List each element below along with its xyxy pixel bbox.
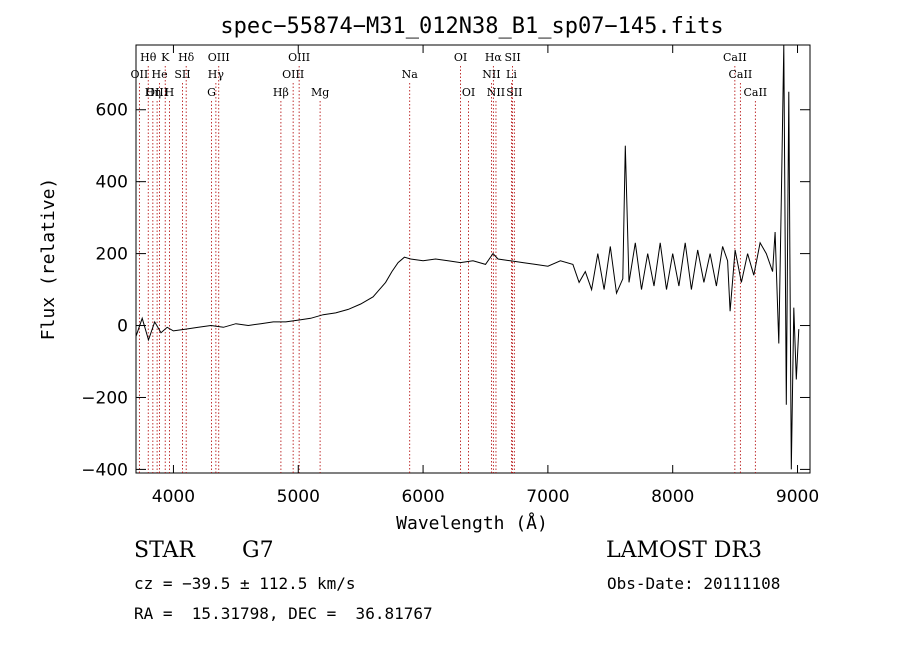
- line-marker-label: Hβ: [273, 86, 289, 99]
- line-marker-label: G: [207, 86, 216, 99]
- line-marker-label: NII: [487, 86, 505, 99]
- x-tick-label: 6000: [401, 487, 444, 507]
- line-marker-label: CaII: [723, 51, 747, 64]
- y-tick-label: −400: [81, 460, 128, 480]
- series-layer: [135, 44, 800, 470]
- line-marker-label: Mg: [311, 86, 329, 99]
- line-marker-label: Li: [506, 68, 517, 81]
- chart-title: spec−55874−M31_012N38_B1_sp07−145.fits: [220, 14, 723, 39]
- y-tick-label: 600: [96, 101, 128, 121]
- line-marker-label: NII: [482, 68, 500, 81]
- line-marker-label: SII: [506, 86, 522, 99]
- survey-name: LAMOST DR3: [606, 538, 762, 563]
- line-marker-label: Hγ: [208, 68, 225, 81]
- x-tick-label: 5000: [277, 487, 320, 507]
- y-tick-label: 400: [96, 173, 128, 193]
- x-tick-label: 9000: [776, 487, 819, 507]
- line-marker-label: Hδ: [178, 51, 195, 64]
- line-marker-label: Hη: [145, 86, 161, 99]
- line-marker-label: He: [152, 68, 168, 81]
- line-marker-label: OIII: [146, 86, 168, 99]
- line-marker-label: OIII: [282, 68, 304, 81]
- y-tick-label: −200: [81, 388, 128, 408]
- x-tick-label: 8000: [651, 487, 694, 507]
- x-tick-label: 4000: [152, 487, 195, 507]
- line-marker-label: OIII: [208, 51, 230, 64]
- x-tick-label: 7000: [526, 487, 569, 507]
- line-marker-label: SII: [174, 68, 190, 81]
- line-marker-label: OIII: [288, 51, 310, 64]
- line-markers: Hθ OII OIII He Hη K H SII Hδ OIII Hγ G OIII OIII Hβ Mg N…: [131, 51, 767, 473]
- y-tick-label: 200: [96, 245, 128, 265]
- line-marker-label: CaII: [729, 68, 753, 81]
- redshift-velocity: cz = −39.5 ± 112.5 km/s: [134, 574, 356, 593]
- line-marker-label: OI: [454, 51, 467, 64]
- plot-frame: [135, 44, 811, 474]
- y-axis-label: Flux (relative): [38, 178, 59, 341]
- coordinates: RA = 15.31798, DEC = 36.81767: [134, 604, 433, 623]
- line-marker-label: CaII: [743, 86, 767, 99]
- line-marker-label: SII: [504, 51, 520, 64]
- line-marker-label: H: [165, 86, 175, 99]
- axis-ticks: 4000 5000 6000 7000 8000 9000 −400 −200 0 200 400 6…: [81, 45, 819, 507]
- line-marker-label: OI: [462, 86, 475, 99]
- spectral-subclass: G7: [242, 538, 274, 563]
- observation-date: Obs-Date: 20111108: [607, 574, 781, 593]
- line-marker-label: Hα: [485, 51, 503, 64]
- spectrum-line: [135, 44, 800, 470]
- y-tick-label: 0: [117, 317, 128, 337]
- line-marker-label: Hθ: [140, 51, 157, 64]
- object-class: STAR: [134, 538, 195, 563]
- line-marker-label: K: [161, 51, 170, 64]
- line-marker-label: Na: [402, 68, 419, 81]
- x-axis-label: Wavelength (Å): [396, 512, 548, 534]
- line-marker-label: OII: [131, 68, 149, 81]
